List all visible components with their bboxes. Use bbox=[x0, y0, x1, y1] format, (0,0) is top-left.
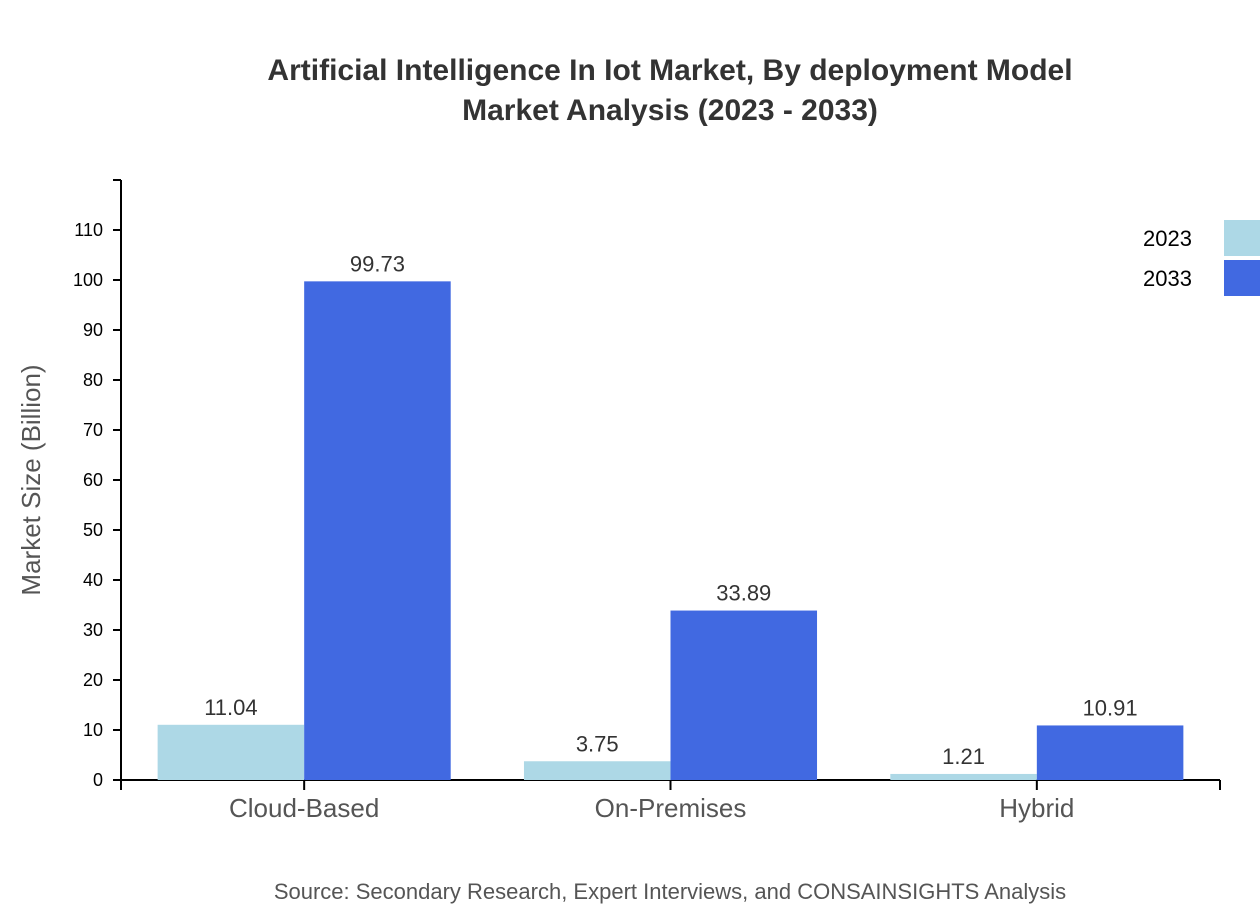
x-axis: Cloud-Based On-Premises Hybrid bbox=[120, 779, 1221, 823]
y-tick-label: 90 bbox=[83, 320, 103, 340]
bar-2023-on-premises bbox=[523, 761, 671, 780]
y-tick-label: 50 bbox=[83, 520, 103, 540]
y-axis: 0 10 20 30 40 50 60 70 80 90 100 110 bbox=[73, 179, 122, 790]
bar-2033-hybrid bbox=[1036, 725, 1184, 780]
data-label: 99.73 bbox=[350, 251, 405, 276]
y-tick-label: 110 bbox=[74, 220, 103, 240]
data-label: 3.75 bbox=[576, 731, 619, 756]
legend: 2023 2033 bbox=[1143, 220, 1260, 296]
source-note: Source: Secondary Research, Expert Inter… bbox=[274, 879, 1066, 904]
y-tick-label: 70 bbox=[83, 420, 103, 440]
y-tick-label: 40 bbox=[83, 570, 103, 590]
y-tick-label: 20 bbox=[83, 670, 103, 690]
bar-2023-hybrid bbox=[890, 773, 1037, 780]
y-tick-label: 80 bbox=[83, 370, 103, 390]
bar-2033-on-premises bbox=[670, 610, 818, 780]
y-tick-label: 30 bbox=[83, 620, 103, 640]
y-tick-label: 60 bbox=[83, 470, 103, 490]
data-label: 11.04 bbox=[204, 695, 257, 720]
bar-2023-cloud-based bbox=[157, 724, 305, 780]
data-label: 10.91 bbox=[1083, 695, 1138, 720]
data-label: 1.21 bbox=[942, 744, 985, 769]
data-label: 33.89 bbox=[716, 581, 771, 606]
legend-swatch-2033 bbox=[1224, 260, 1260, 296]
chart-subtitle: Market Analysis (2023 - 2033) bbox=[462, 94, 878, 127]
y-axis-label: Market Size (Billion) bbox=[16, 364, 46, 595]
legend-swatch-2023 bbox=[1224, 220, 1260, 256]
legend-label: 2033 bbox=[1143, 266, 1192, 291]
y-tick-label: 10 bbox=[83, 720, 103, 740]
bar-2033-cloud-based bbox=[304, 281, 451, 780]
chart-title: Artificial Intelligence In Iot Market, B… bbox=[267, 54, 1072, 87]
x-tick-label: On-Premises bbox=[595, 793, 747, 823]
x-tick-label: Hybrid bbox=[999, 793, 1074, 823]
y-tick-label: 0 bbox=[93, 770, 103, 790]
legend-label: 2023 bbox=[1143, 226, 1192, 251]
bars: 11.04 99.73 3.75 33.89 1.21 10.91 bbox=[157, 251, 1184, 780]
x-tick-label: Cloud-Based bbox=[229, 793, 379, 823]
y-tick-label: 100 bbox=[73, 270, 103, 290]
